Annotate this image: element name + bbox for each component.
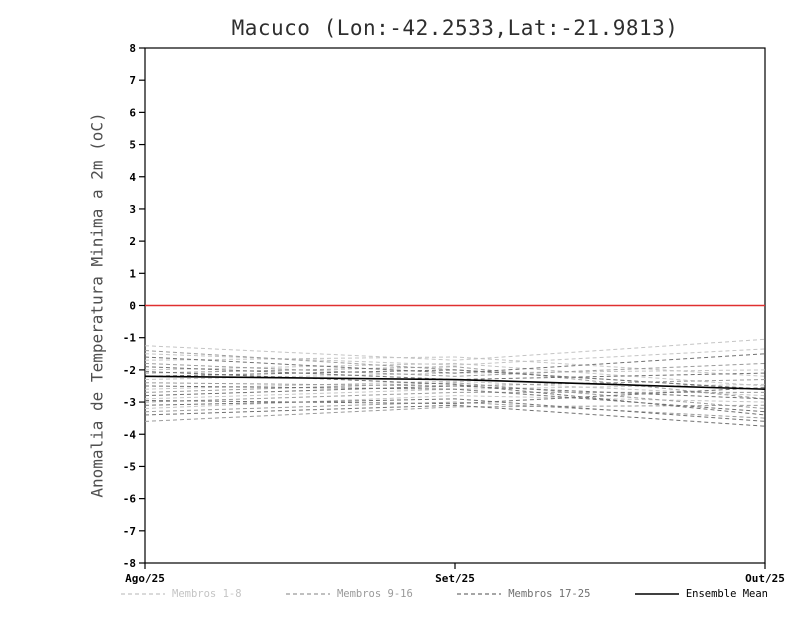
- x-tick-label: Set/25: [435, 572, 475, 585]
- ensemble-member-line: [144, 404, 766, 427]
- ensemble-member-line: [144, 356, 766, 377]
- legend-line-sample: [634, 593, 679, 595]
- y-tick-label: 1: [129, 267, 136, 280]
- ensemble-member-line: [144, 370, 766, 416]
- ensemble-member-line: [144, 401, 766, 419]
- legend-item-ensemble-mean: Ensemble Mean: [634, 588, 768, 600]
- ensemble-member-line: [144, 338, 766, 361]
- ensemble-member-line: [144, 362, 766, 387]
- y-tick-label: -7: [123, 525, 136, 538]
- legend-line-sample: [121, 593, 165, 595]
- ensemble-member-line: [144, 348, 766, 366]
- ensemble-member-line: [144, 382, 766, 409]
- legend-item-membros-9-16: Membros 9-16: [285, 588, 413, 600]
- ensemble-member-line: [144, 362, 766, 377]
- y-tick-label: -6: [123, 493, 137, 506]
- legend-label: Membros 1-8: [172, 588, 242, 600]
- ensemble-mean-line: [144, 375, 766, 390]
- x-tick-label: Out/25: [745, 572, 785, 585]
- legend-label: Ensemble Mean: [685, 588, 768, 600]
- chart-title: Macuco (Lon:-42.2533,Lat:-21.9813): [231, 16, 679, 40]
- legend-item-membros-17-25: Membros 17-25: [456, 588, 590, 600]
- ensemble-member-line: [144, 366, 766, 400]
- legend-item-membros-1-8: Membros 1-8: [120, 588, 242, 600]
- ensemble-member-line: [144, 385, 766, 400]
- ensemble-member-line: [144, 380, 766, 397]
- ensemble-member-line: [144, 369, 766, 390]
- y-tick-label: -1: [123, 332, 137, 345]
- ensemble-member-line: [144, 398, 766, 422]
- legend-label: Membros 9-16: [336, 588, 413, 600]
- ensemble-member-line: [144, 353, 766, 374]
- chart-legend: Membros 1-8 Membros 9-16 Membros 17-25 E…: [120, 588, 768, 600]
- x-tick-label: Ago/25: [125, 572, 165, 585]
- ensemble-member-line: [144, 404, 766, 422]
- ensemble-member-line: [144, 391, 765, 403]
- ensemble-member-line: [144, 385, 766, 413]
- y-tick-label: -4: [123, 428, 137, 441]
- legend-line-sample: [285, 593, 330, 595]
- y-tick-label: 3: [129, 203, 136, 216]
- y-tick-label: -5: [123, 460, 136, 473]
- legend-label: Membros 17-25: [508, 588, 591, 600]
- y-tick-label: 7: [129, 74, 136, 87]
- y-tick-label: -2: [123, 364, 136, 377]
- y-tick-label: 5: [129, 139, 136, 152]
- y-tick-label: 2: [129, 235, 136, 248]
- y-tick-label: 6: [129, 106, 136, 119]
- y-tick-label: 4: [129, 171, 136, 184]
- y-tick-label: 8: [129, 42, 136, 55]
- y-tick-label: -3: [123, 396, 136, 409]
- ensemble-member-line: [144, 395, 766, 409]
- legend-line-sample: [457, 593, 502, 595]
- y-tick-label: 0: [129, 300, 136, 313]
- ensemble-member-line: [144, 387, 766, 405]
- y-tick-label: -8: [123, 557, 136, 570]
